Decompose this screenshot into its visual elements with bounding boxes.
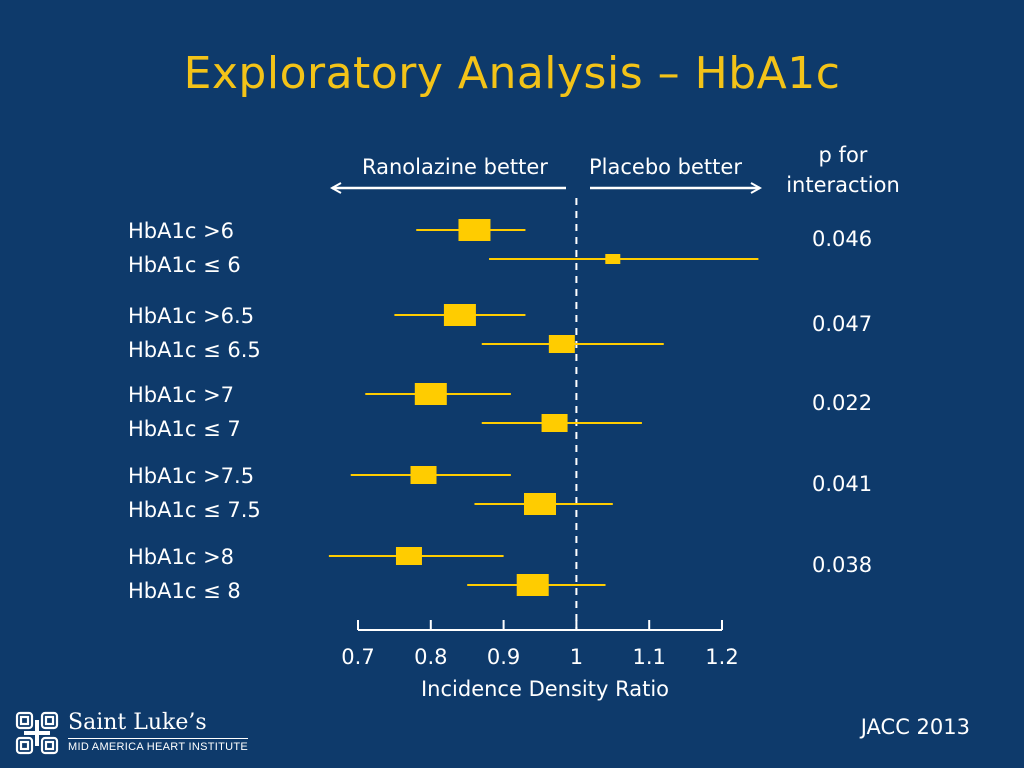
row-label: HbA1c ≤ 8 bbox=[128, 579, 241, 603]
p-interaction-value: 0.046 bbox=[812, 227, 873, 251]
p-interaction-value: 0.047 bbox=[812, 312, 873, 336]
p-interaction-value: 0.038 bbox=[812, 553, 873, 577]
x-tick-label: 1.2 bbox=[705, 645, 739, 669]
saint-lukes-logo: Saint Luke’s MID AMERICA HEART INSTITUTE bbox=[14, 708, 249, 760]
p-interaction-header: p for interaction bbox=[772, 140, 914, 200]
p-interaction-value: 0.041 bbox=[812, 472, 873, 496]
estimate-marker bbox=[410, 466, 437, 484]
row-label: HbA1c >7 bbox=[128, 383, 235, 407]
estimate-marker bbox=[548, 335, 575, 353]
citation: JACC 2013 bbox=[860, 715, 970, 739]
p-header-line1: p for bbox=[818, 143, 868, 167]
x-tick-label: 1.1 bbox=[632, 645, 666, 669]
logo-subtitle: MID AMERICA HEART INSTITUTE bbox=[68, 738, 249, 754]
row-label: HbA1c >6.5 bbox=[128, 304, 255, 328]
estimate-marker bbox=[605, 254, 621, 264]
estimate-marker bbox=[443, 304, 476, 326]
placebo-better-label: Placebo better bbox=[589, 155, 742, 179]
x-tick-label: 0.8 bbox=[414, 645, 448, 669]
row-label: HbA1c ≤ 7 bbox=[128, 417, 241, 441]
row-label: HbA1c >6 bbox=[128, 219, 235, 243]
estimate-marker bbox=[524, 493, 556, 515]
row-label: HbA1c ≤ 7.5 bbox=[128, 498, 261, 522]
estimate-marker bbox=[395, 547, 422, 565]
row-label: HbA1c ≤ 6.5 bbox=[128, 338, 261, 362]
estimate-marker bbox=[541, 414, 568, 432]
slide-title: Exploratory Analysis – HbA1c bbox=[183, 48, 841, 99]
x-tick-label: 0.7 bbox=[341, 645, 375, 669]
p-header-line2: interaction bbox=[786, 173, 900, 197]
x-axis-label: Incidence Density Ratio bbox=[420, 677, 669, 701]
estimate-marker bbox=[516, 574, 549, 596]
x-tick-label: 1 bbox=[569, 645, 584, 669]
row-label: HbA1c >8 bbox=[128, 545, 235, 569]
p-interaction-value: 0.022 bbox=[812, 391, 873, 415]
estimate-marker bbox=[414, 383, 447, 405]
row-label: HbA1c ≤ 6 bbox=[128, 253, 241, 277]
row-label: HbA1c >7.5 bbox=[128, 464, 255, 488]
cross-quatrefoil-icon bbox=[15, 711, 59, 755]
logo-name: Saint Luke’s bbox=[68, 710, 207, 735]
ranolazine-better-label: Ranolazine better bbox=[362, 155, 548, 179]
x-tick-label: 0.9 bbox=[486, 645, 521, 669]
estimate-marker bbox=[458, 219, 491, 241]
